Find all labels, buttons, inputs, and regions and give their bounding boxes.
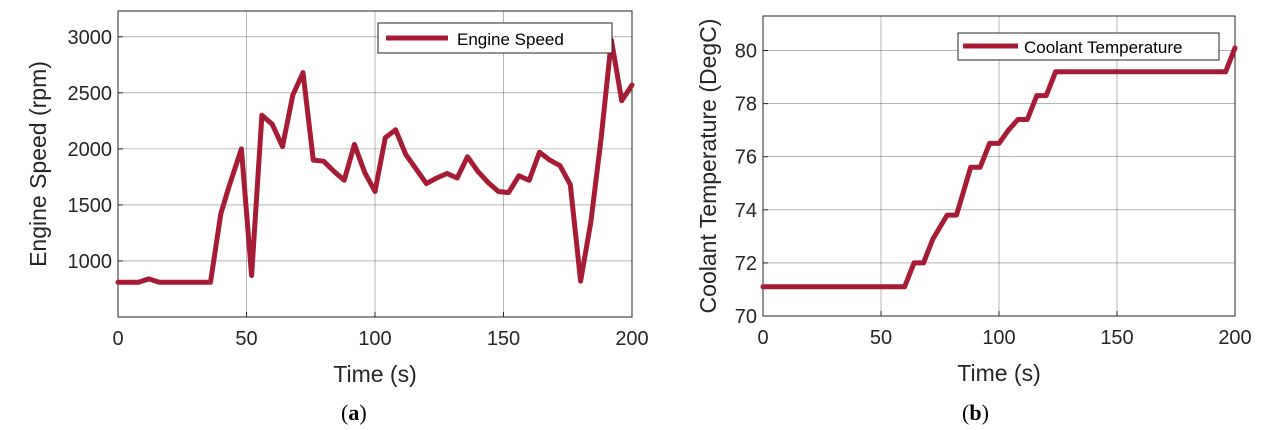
coolant-temperature-series-line [760,45,1238,290]
panel-b-x-axis-label: Time (s) [957,360,1040,386]
panel-b-x-tick-label: 50 [870,327,892,349]
panel-b-caption: (b) [962,400,989,425]
panel-a-y-tick-label: 3000 [68,27,113,49]
panel-a-y-tick-label: 2500 [68,83,113,105]
panel-b-x-tick-label: 200 [1218,327,1251,349]
panel-a-legend: Engine Speed [377,22,613,54]
panel-b-y-tick-label: 74 [735,200,757,222]
panel-b-legend-label: Coolant Temperature [1024,38,1182,57]
panel-a-caption-letter: a [348,400,359,425]
panel-b-x-ticks: 0 50 100 150 200 [757,311,1252,349]
panel-a-x-tick-label: 100 [358,328,391,350]
panel-b-y-axis-label: Coolant Temperature (DegC) [695,19,721,314]
panel-b-x-tick-label: 0 [757,327,768,349]
panel-a-engine-speed: 0 50 100 150 200 1000 1500 2000 2500 3000 Engine… [25,10,649,425]
panel-a-y-tick-label: 1500 [68,195,113,217]
panel-b-caption-letter: b [969,400,981,425]
panel-a-y-tick-label: 2000 [68,139,113,161]
panel-b-y-tick-label: 70 [735,306,757,328]
panel-a-legend-label: Engine Speed [457,30,564,49]
panel-a-y-ticks: 1000 1500 2000 2500 3000 [68,27,123,273]
panel-b-y-tick-label: 78 [735,94,757,116]
panel-b-x-tick-label: 100 [982,327,1015,349]
panel-b-y-ticks: 70 72 74 76 78 80 [735,41,768,328]
panel-a-y-axis-label: Engine Speed (rpm) [25,61,51,267]
panel-a-x-tick-label: 200 [615,328,648,350]
panel-b-legend: Coolant Temperature [957,32,1220,61]
panel-a-x-tick-label: 50 [235,328,257,350]
panel-b-x-tick-label: 150 [1100,327,1133,349]
panel-a-caption: (a) [341,400,367,425]
engine-speed-series-line [115,37,635,285]
panel-b-y-tick-label: 72 [735,253,757,275]
panel-b-y-tick-label: 80 [735,41,757,63]
panel-a-x-tick-label: 0 [112,328,123,350]
panel-b-y-tick-label: 76 [735,147,757,169]
panel-a-y-tick-label: 1000 [68,251,113,273]
panel-a-x-tick-label: 150 [487,328,520,350]
panel-a-grid [118,11,632,317]
panel-b-coolant-temperature: 0 50 100 150 200 70 72 74 76 78 80 Coolant Temper… [695,15,1252,425]
panel-a-x-axis-label: Time (s) [333,361,416,387]
panel-a-x-ticks: 0 50 100 150 200 [112,312,649,350]
